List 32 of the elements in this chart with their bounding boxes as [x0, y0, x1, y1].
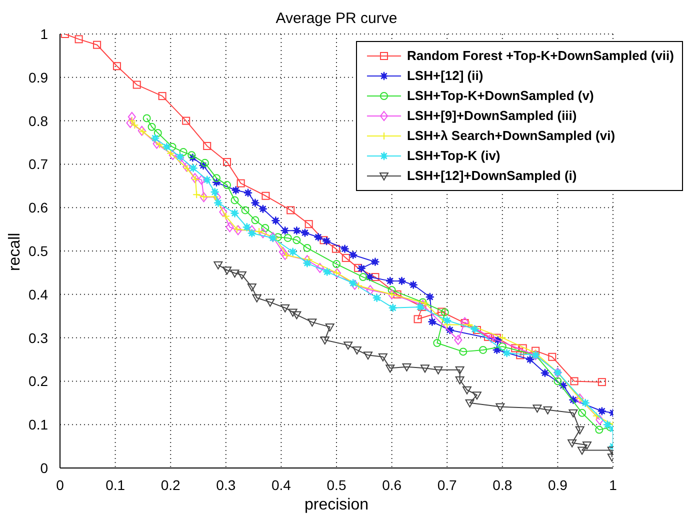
y-tick-label: 0.6 — [28, 200, 48, 216]
y-tick-label: 0.7 — [28, 156, 48, 172]
y-tick-label: 0.5 — [28, 242, 48, 259]
x-tick-label: 0.9 — [548, 476, 568, 493]
y-tick-label: 0.4 — [28, 286, 48, 302]
x-tick-label: 0.7 — [437, 476, 458, 493]
legend-label: LSH+[12]+DownSampled (i) — [406, 167, 577, 185]
legend-label: LSH+λ Search+DownSampled (vi) — [406, 127, 616, 145]
legend-label: Random Forest +Top-K+DownSampled (vii) — [406, 47, 674, 65]
y-tick-label: 0 — [40, 460, 48, 476]
x-tick-label: 0.2 — [160, 476, 181, 493]
legend-label: LSH+[9]+DownSampled (iii) — [406, 107, 577, 125]
y-tick-label: 0.8 — [28, 112, 48, 129]
x-axis-title: precision — [304, 496, 369, 514]
y-tick-label: 1 — [40, 26, 48, 42]
legend-label: LSH+Top-K (iv) — [406, 147, 500, 165]
legend-label: LSH+Top-K+DownSampled (v) — [406, 87, 594, 105]
x-tick-label: 0.1 — [106, 476, 126, 493]
x-tick-label: 0.5 — [326, 476, 346, 493]
x-tick-label: 0 — [56, 476, 64, 493]
y-tick-label: 0.3 — [28, 330, 48, 346]
chart-title: Average PR curve — [274, 10, 398, 27]
y-tick-label: 0.9 — [28, 69, 48, 86]
y-tick-label: 0.1 — [28, 416, 48, 433]
y-tick-label: 0.2 — [28, 373, 48, 390]
x-tick-label: 1 — [609, 476, 618, 493]
y-axis-title: recall — [6, 232, 24, 271]
x-tick-label: 0.6 — [382, 476, 402, 493]
x-tick-label: 0.8 — [492, 476, 512, 493]
x-tick-label: 0.4 — [271, 476, 292, 493]
legend-label: LSH+[12] (ii) — [406, 67, 484, 85]
x-tick-label: 0.3 — [216, 476, 236, 493]
